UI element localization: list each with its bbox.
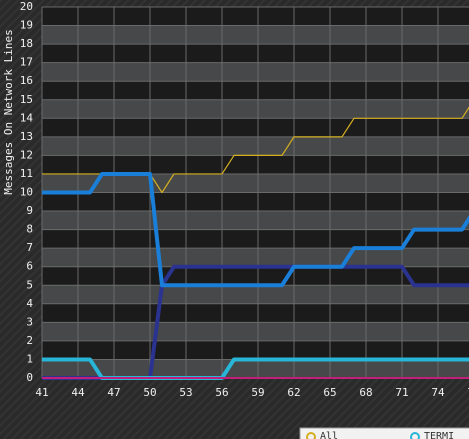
legend-marker bbox=[306, 432, 316, 439]
grid-band bbox=[42, 229, 469, 249]
grid-band bbox=[42, 303, 469, 323]
y-tick-label: 11 bbox=[20, 167, 33, 180]
grid-band bbox=[42, 248, 469, 267]
y-tick-label: 1 bbox=[26, 352, 33, 365]
grid-band bbox=[42, 62, 469, 82]
x-tick-label: 68 bbox=[359, 386, 372, 399]
grid-band bbox=[42, 322, 469, 341]
x-tick-label: 74 bbox=[431, 386, 445, 399]
x-tick-label: 71 bbox=[395, 386, 408, 399]
x-tick-label: 65 bbox=[323, 386, 336, 399]
y-tick-label: 6 bbox=[26, 260, 33, 273]
grid-band bbox=[42, 359, 469, 378]
y-tick-label: 5 bbox=[26, 278, 33, 291]
y-tick-label: 14 bbox=[20, 111, 34, 124]
y-tick-label: 20 bbox=[20, 0, 33, 13]
y-tick-label: 4 bbox=[26, 297, 33, 310]
x-tick-label: 77 bbox=[467, 386, 469, 399]
grid-band bbox=[42, 44, 469, 63]
y-tick-label: 9 bbox=[26, 204, 33, 217]
x-tick-label: 56 bbox=[215, 386, 228, 399]
y-axis-label: Messages On Network Lines bbox=[2, 29, 15, 195]
x-tick-label: 62 bbox=[287, 386, 300, 399]
y-tick-label: 16 bbox=[20, 74, 33, 87]
legend-marker bbox=[410, 432, 420, 439]
legend-label: All bbox=[320, 431, 338, 439]
x-tick-label: 41 bbox=[35, 386, 48, 399]
grid-band bbox=[42, 340, 469, 360]
y-tick-label: 17 bbox=[20, 56, 33, 69]
y-tick-label: 8 bbox=[26, 223, 33, 236]
y-tick-label: 12 bbox=[20, 148, 33, 161]
grid-band bbox=[42, 173, 469, 193]
grid-band bbox=[42, 81, 469, 100]
legend-label: TERMI bbox=[424, 431, 454, 439]
plot-area bbox=[41, 6, 469, 380]
x-tick-label: 50 bbox=[143, 386, 156, 399]
series-line bbox=[42, 171, 469, 288]
x-tick-label: 59 bbox=[251, 386, 264, 399]
grid-band bbox=[42, 7, 469, 26]
grid-band bbox=[42, 155, 469, 174]
y-tick-label: 0 bbox=[26, 371, 33, 384]
y-tick-label: 18 bbox=[20, 37, 33, 50]
y-tick-label: 13 bbox=[20, 130, 33, 143]
grid-band bbox=[42, 118, 469, 137]
y-tick-label: 15 bbox=[20, 93, 33, 106]
x-tick-label: 53 bbox=[179, 386, 192, 399]
grid-band bbox=[42, 285, 469, 304]
grid-band bbox=[42, 211, 469, 230]
y-tick-label: 7 bbox=[26, 241, 33, 254]
y-tick-label: 19 bbox=[20, 19, 33, 32]
y-tick-label: 2 bbox=[26, 334, 33, 347]
grid-band bbox=[42, 25, 469, 45]
y-tick-label: 10 bbox=[20, 186, 33, 199]
x-tick-label: 47 bbox=[107, 386, 120, 399]
grid-band bbox=[42, 266, 469, 286]
legend bbox=[299, 427, 469, 439]
grid-band bbox=[42, 192, 469, 212]
grid-band bbox=[42, 136, 469, 156]
x-tick-label: 44 bbox=[71, 386, 85, 399]
grid-band bbox=[42, 99, 469, 119]
y-tick-label: 3 bbox=[26, 315, 33, 328]
